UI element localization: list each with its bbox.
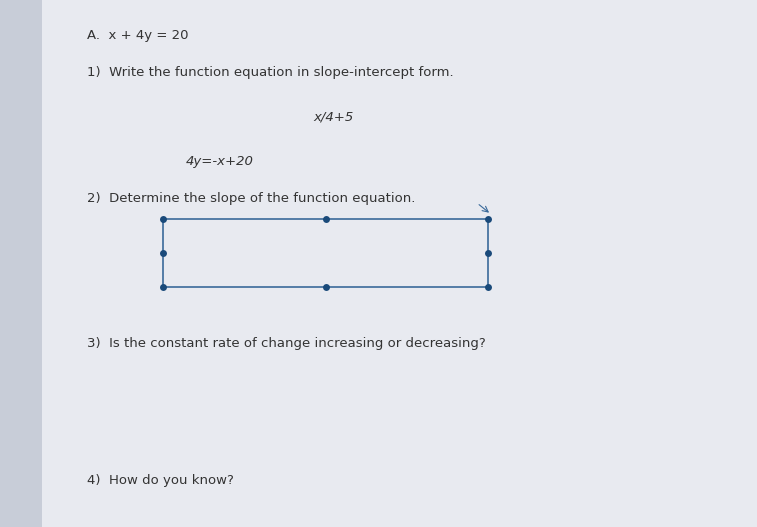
Text: 3)  Is the constant rate of change increasing or decreasing?: 3) Is the constant rate of change increa… <box>87 337 486 350</box>
Text: 4)  How do you know?: 4) How do you know? <box>87 474 234 487</box>
Bar <box>163 219 488 287</box>
Text: A.  x + 4y = 20: A. x + 4y = 20 <box>87 29 188 42</box>
Text: 2)  Determine the slope of the function equation.: 2) Determine the slope of the function e… <box>87 192 416 206</box>
Text: x/4+5: x/4+5 <box>313 111 354 124</box>
Text: 4y=-x+20: 4y=-x+20 <box>185 155 254 169</box>
Text: 1)  Write the function equation in slope-intercept form.: 1) Write the function equation in slope-… <box>87 66 453 79</box>
Bar <box>0 0 42 527</box>
